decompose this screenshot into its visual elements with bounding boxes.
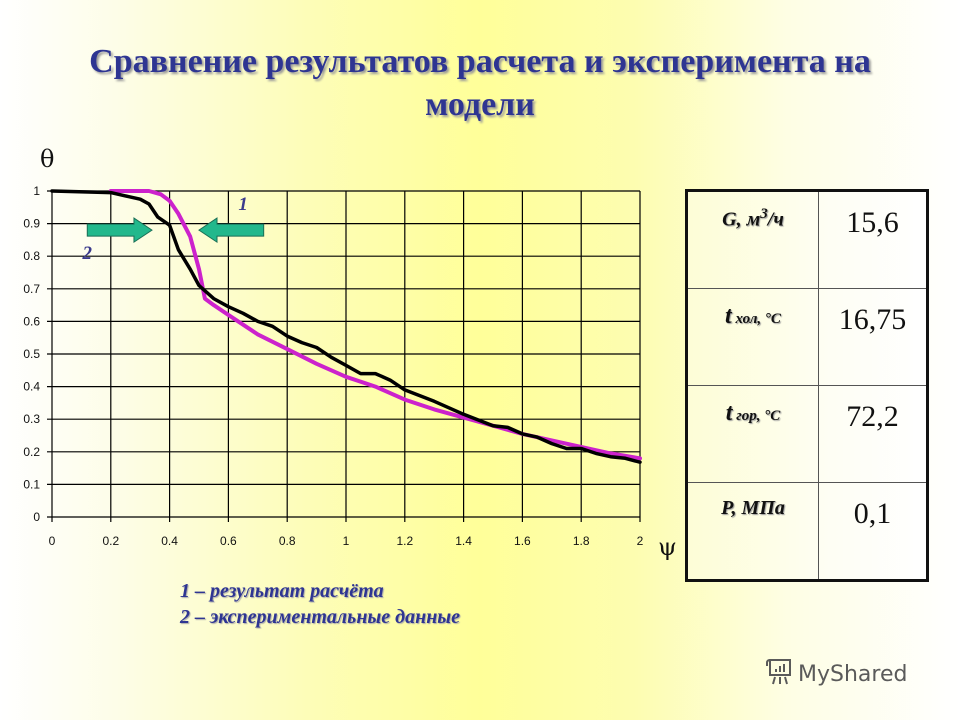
x-tick-label: 0.2 (102, 534, 119, 548)
x-tick-label: 1 (343, 534, 350, 548)
legend-item-experiment: 2 – экспериментальные данные (180, 606, 461, 628)
table-row-hot-temp: t гор, °С 72,2 (686, 385, 928, 483)
table-row-flow: G, м3/ч 15,6 (686, 190, 928, 289)
curve-label-2: 2 (82, 243, 93, 264)
y-tick-label: 0.9 (23, 217, 40, 231)
chart-series (50, 189, 642, 464)
value-hot-temp: 72,2 (818, 385, 928, 483)
x-tick-label: 0.8 (279, 534, 296, 548)
x-tick-label: 0.4 (161, 534, 178, 548)
experiment-curve (50, 189, 642, 464)
parameters-table: G, м3/ч 15,6 t хол, °С 16,75 t гор, °С 7… (685, 189, 929, 582)
watermark: MyShared (766, 656, 907, 692)
y-tick-label: 0.3 (23, 412, 40, 426)
y-tick-label: 1 (33, 184, 40, 198)
axis-ticks: 0 0.2 0.4 0.6 0.8 1 1.2 1.4 1.6 1.8 2 0 0.1 0.2 0.3 0.4… (23, 184, 643, 548)
label-cold-temp: t хол, °С (686, 288, 819, 386)
chart-legend: 1 – результат расчёта 2 – эксперименталь… (180, 578, 460, 630)
arrow-left-icon (198, 217, 265, 244)
x-axis-symbol: ψ (658, 533, 677, 561)
y-tick-label: 0.1 (23, 477, 40, 491)
y-tick-label: 0.4 (23, 380, 40, 394)
calc-curve (108, 189, 642, 461)
x-tick-label: 0.6 (220, 534, 237, 548)
y-axis-symbol: θ (40, 145, 55, 173)
x-tick-label: 1.8 (573, 534, 590, 548)
label-hot-temp: t гор, °С (686, 385, 819, 483)
y-tick-label: 0 (33, 510, 40, 524)
y-tick-label: 0.8 (23, 249, 40, 263)
value-flow: 15,6 (818, 190, 928, 289)
legend-item-calc: 1 – результат расчёта (180, 580, 384, 602)
value-cold-temp: 16,75 (818, 288, 928, 386)
watermark-text: MyShared (798, 661, 908, 687)
presentation-board-icon (766, 656, 792, 692)
label-flow: G, м3/ч (686, 190, 819, 289)
y-tick-label: 0.7 (23, 282, 40, 296)
x-tick-label: 1.2 (396, 534, 413, 548)
title-line-1: Сравнение результатов расчета и эксперим… (89, 43, 871, 80)
arrow-right-icon (86, 217, 153, 244)
slide-title: Сравнение результатов расчета и эксперим… (0, 40, 960, 126)
x-tick-label: 0 (49, 534, 56, 548)
y-tick-label: 0.5 (23, 347, 40, 361)
y-tick-label: 0.2 (23, 445, 40, 459)
value-pressure: 0,1 (818, 482, 928, 581)
y-tick-label: 0.6 (23, 314, 40, 328)
x-tick-label: 2 (637, 534, 644, 548)
x-tick-label: 1.6 (514, 534, 531, 548)
table-row-pressure: Р, МПа 0,1 (686, 482, 928, 581)
line-chart: 0 0.2 0.4 0.6 0.8 1 1.2 1.4 1.6 1.8 2 0 0.1 0.2 0.3 0.4… (23, 184, 643, 548)
x-tick-label: 1.4 (455, 534, 472, 548)
table-row-cold-temp: t хол, °С 16,75 (686, 288, 928, 386)
title-line-2: модели (425, 86, 535, 123)
chart-annotations: 12 (82, 194, 265, 264)
curve-label-1: 1 (238, 194, 248, 215)
label-pressure: Р, МПа (686, 482, 819, 581)
